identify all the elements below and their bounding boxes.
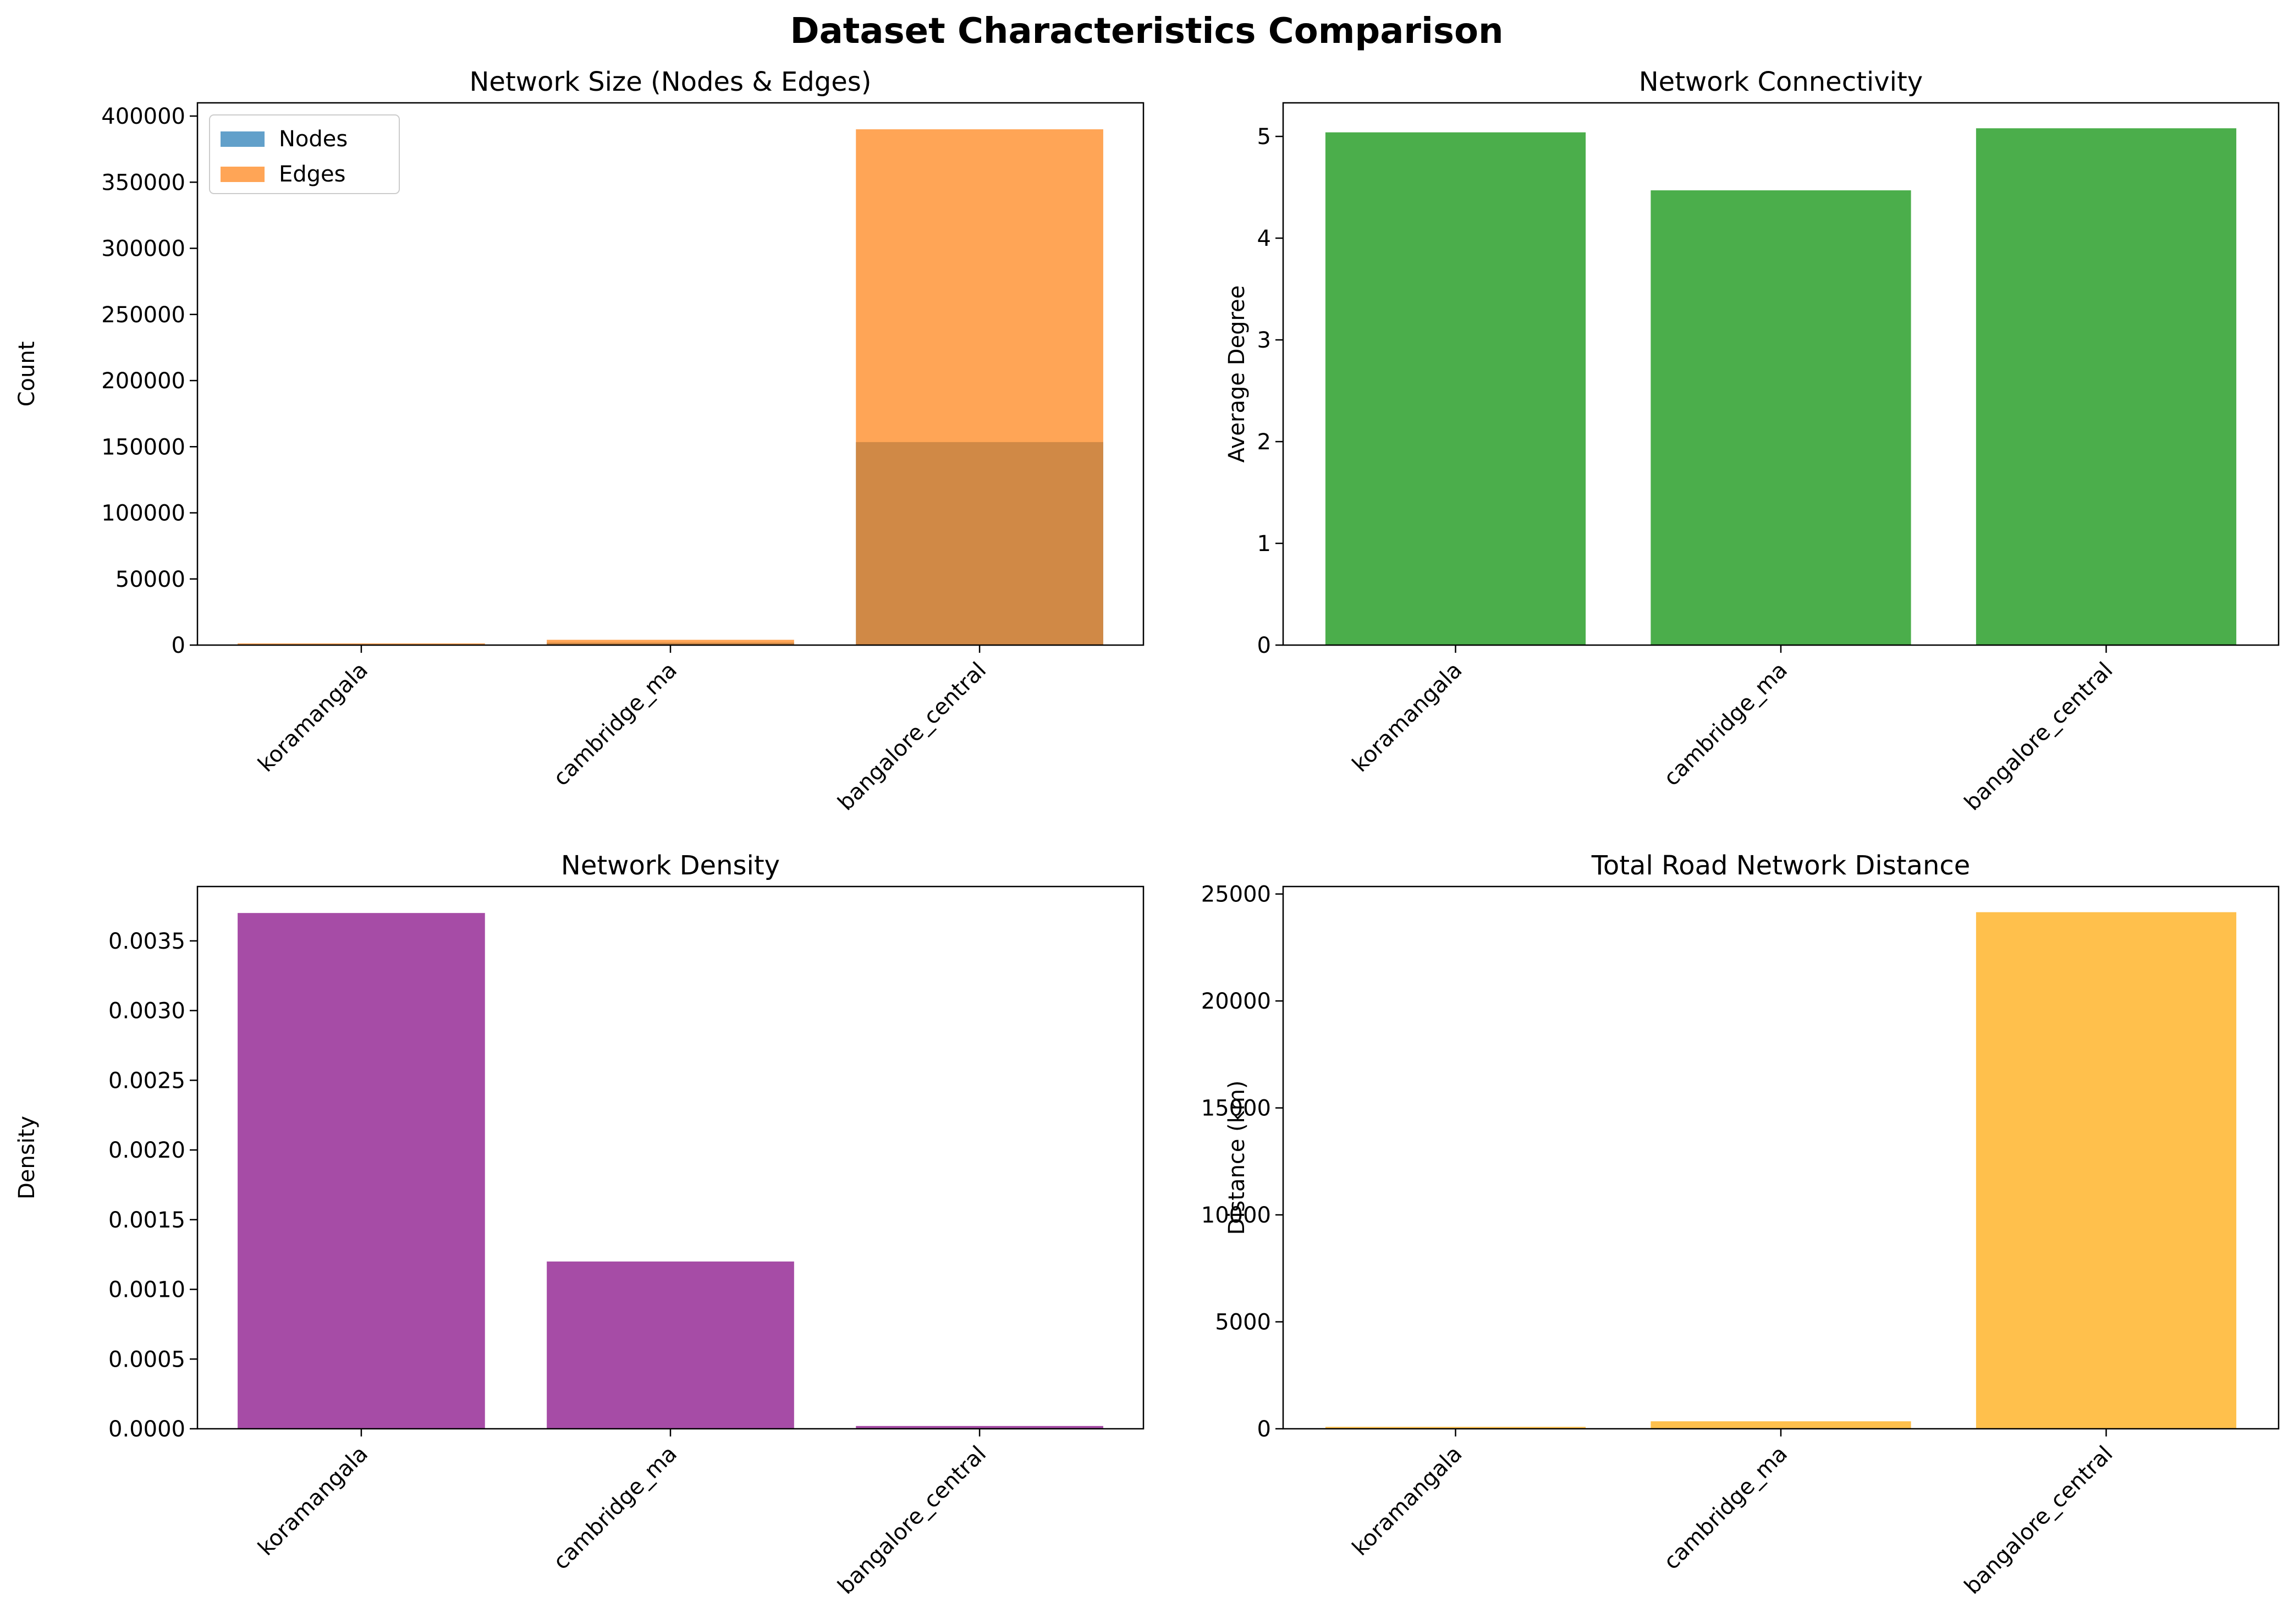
figure-title: Dataset Characteristics Comparison xyxy=(790,11,1503,52)
y-tick-label: 0.0025 xyxy=(108,1068,185,1093)
x-tick-label: cambridge_ma xyxy=(1659,1441,1792,1575)
bar-koramangala xyxy=(238,913,485,1429)
x-tick-label: koramangala xyxy=(1347,658,1467,777)
bar-bangalore_central xyxy=(856,1425,1103,1429)
x-tick-label: cambridge_ma xyxy=(1659,658,1792,791)
x-tick-label: bangalore_central xyxy=(1960,1441,2118,1600)
subplot-title: Network Connectivity xyxy=(1639,67,1923,97)
bar-edges-bangalore_central xyxy=(856,129,1103,646)
y-tick-label: 5 xyxy=(1257,124,1271,150)
bar-koramangala xyxy=(1325,132,1586,645)
x-tick-label: bangalore_central xyxy=(1960,658,2118,816)
subplot-title: Total Road Network Distance xyxy=(1591,850,1971,881)
y-tick-label: 400000 xyxy=(101,104,185,129)
y-tick-label: 300000 xyxy=(101,236,185,262)
bar-edges-cambridge_ma xyxy=(547,640,794,645)
x-tick-label: koramangala xyxy=(1347,1441,1467,1561)
y-tick-label: 200000 xyxy=(101,368,185,394)
y-tick-label: 15000 xyxy=(1201,1096,1271,1121)
legend: Nodes Edges xyxy=(209,114,400,194)
y-tick-label: 20000 xyxy=(1201,989,1271,1014)
subplot-4: Total Road Network Distance 0 5000 10000 150… xyxy=(1201,850,2280,1600)
y-tick-label: 0.0030 xyxy=(108,999,185,1024)
y-tick-label: 0 xyxy=(172,633,185,658)
y-tick-label: 50000 xyxy=(115,567,185,592)
y-tick-label: 0.0015 xyxy=(108,1208,185,1233)
subplot-title: Network Size (Nodes & Edges) xyxy=(470,67,872,97)
y-tick-label: 350000 xyxy=(101,170,185,195)
subplot-title: Network Density xyxy=(561,850,780,881)
bar-koramangala xyxy=(1325,1427,1586,1429)
subplot-3: Network Density 0.0000 0.0005 0.0010 0.0015 0… xyxy=(14,850,1145,1600)
y-tick-label: 2 xyxy=(1257,430,1271,455)
x-tick-label: cambridge_ma xyxy=(548,658,682,791)
y-tick-label: 1 xyxy=(1257,531,1271,557)
bar-cambridge_ma xyxy=(1651,190,1911,645)
subplot-grid: Network Size (Nodes & Edges)050000100000… xyxy=(14,67,2280,1600)
y-tick-label: 10000 xyxy=(1201,1203,1271,1228)
y-tick-label: 150000 xyxy=(101,434,185,460)
x-tick-label: koramangala xyxy=(254,1441,373,1561)
bar-cambridge_ma xyxy=(547,1261,794,1429)
legend-swatch-nodes xyxy=(221,131,265,147)
y-tick-label: 250000 xyxy=(101,302,185,328)
x-tick-label: bangalore_central xyxy=(833,658,992,816)
y-tick-label: 3 xyxy=(1257,328,1271,353)
y-tick-label: 0 xyxy=(1257,633,1271,658)
legend-label-nodes: Nodes xyxy=(279,126,348,152)
subplot-1: Network Size (Nodes & Edges) 0 50000 100000… xyxy=(14,67,1145,816)
y-axis-label: Average Degree xyxy=(1224,285,1250,463)
y-tick-label: 0.0005 xyxy=(108,1347,185,1372)
subplot-2: Network Connectivity 0 1 2 3 4 5 koramangala cam… xyxy=(1224,67,2280,816)
y-axis-label: Count xyxy=(14,342,40,407)
y-tick-label: 0.0020 xyxy=(108,1138,185,1163)
y-tick-label: 0.0035 xyxy=(108,929,185,954)
y-tick-label: 25000 xyxy=(1201,882,1271,907)
y-tick-label: 4 xyxy=(1257,226,1271,251)
bar-edges-koramangala xyxy=(238,643,485,645)
legend-swatch-edges xyxy=(221,167,265,182)
y-tick-label: 100000 xyxy=(101,501,185,526)
legend-label-edges: Edges xyxy=(279,162,346,187)
y-axis-label: Distance (km) xyxy=(1224,1081,1250,1235)
y-tick-label: 0.0010 xyxy=(108,1278,185,1303)
x-tick-label: cambridge_ma xyxy=(548,1441,682,1575)
y-tick-label: 0 xyxy=(1257,1417,1271,1442)
x-tick-label: koramangala xyxy=(254,658,373,777)
bar-bangalore_central xyxy=(1976,912,2237,1429)
y-tick-label: 0.0000 xyxy=(108,1417,185,1442)
bar-cambridge_ma xyxy=(1651,1421,1911,1429)
bar-bangalore_central xyxy=(1976,128,2237,645)
y-tick-label: 5000 xyxy=(1215,1310,1271,1335)
x-tick-label: bangalore_central xyxy=(833,1441,992,1600)
y-axis-label: Density xyxy=(14,1116,40,1199)
